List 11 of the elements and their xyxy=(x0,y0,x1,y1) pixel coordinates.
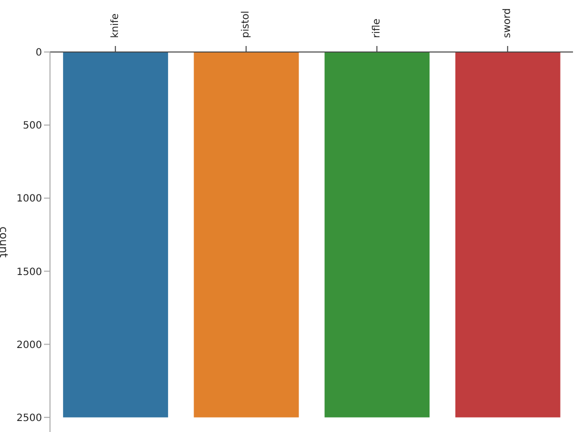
x-tick-label: knife xyxy=(110,13,121,38)
y-tick-label: 2500 xyxy=(16,412,42,424)
y-tick-label: 0 xyxy=(36,48,42,59)
y-tick-label: 500 xyxy=(22,120,42,132)
y-tick-label: 2000 xyxy=(16,340,42,351)
y-tick-label: 1500 xyxy=(16,266,42,278)
x-tick-label: rifle xyxy=(371,18,382,38)
y-tick-label: 1000 xyxy=(16,194,42,205)
y-axis-title: count xyxy=(0,226,10,258)
x-tick-label: pistol xyxy=(240,10,252,38)
x-tick-label: sword xyxy=(502,8,514,38)
